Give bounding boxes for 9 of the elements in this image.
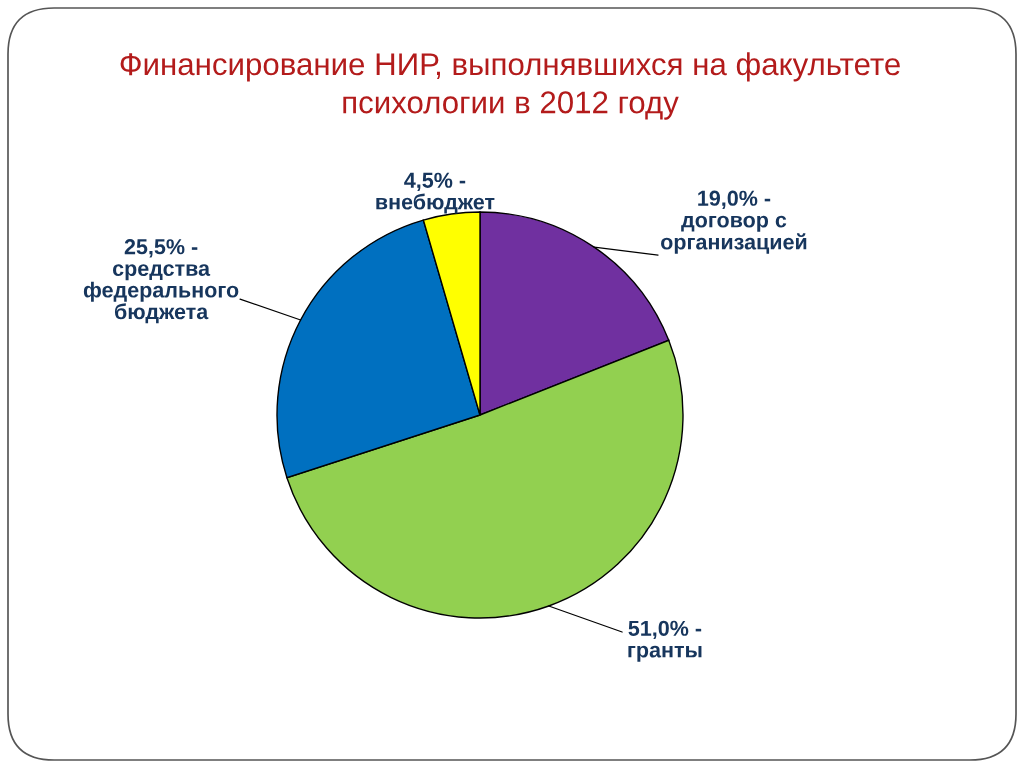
chart-title: Финансирование НИР, выполнявшихся на факультете психологии в 2012 году	[120, 52, 900, 120]
data-label: 4,5% -	[404, 172, 466, 191]
slice-label: гранты	[628, 645, 702, 662]
slice-label: средства федерального бюджета	[83, 264, 239, 324]
data-label: 19,0% -	[698, 190, 771, 209]
slice-label: внебюджет	[376, 193, 495, 214]
slice-label: договор с организацией	[661, 215, 807, 254]
data-label: 51,0% -	[628, 620, 702, 640]
data-label: 25,5% -	[124, 239, 198, 258]
